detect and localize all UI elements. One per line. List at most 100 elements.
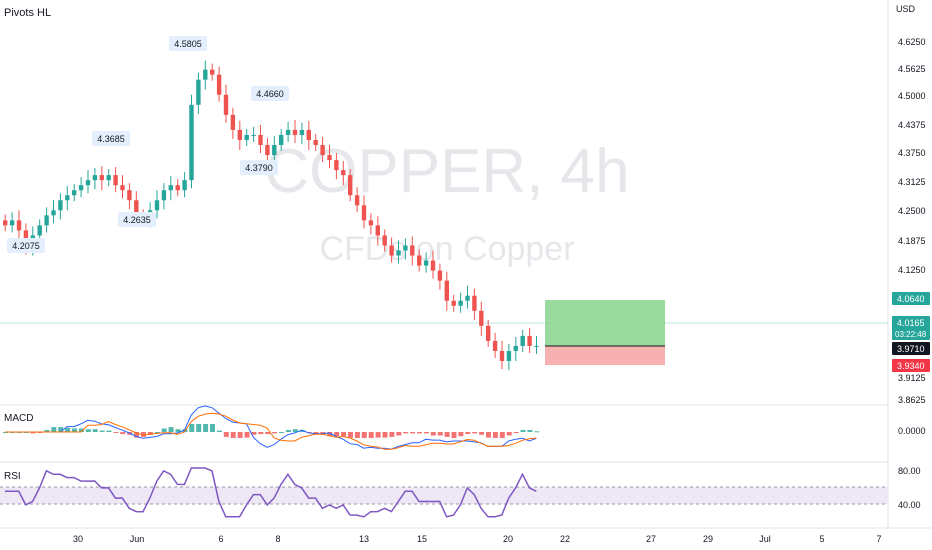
price-badge [892, 292, 930, 305]
macd-bar [368, 432, 374, 438]
candle-body [327, 155, 332, 161]
candle-body [527, 335, 532, 346]
candle-body [479, 310, 484, 326]
macd-bar [147, 432, 153, 435]
time-tick-label: 6 [218, 534, 223, 544]
macd-bar [513, 432, 519, 433]
candle-body [430, 260, 436, 271]
macd-bar [417, 432, 422, 434]
pivot-label: 4.5805 [174, 39, 202, 49]
macd-bar [244, 432, 250, 438]
candle-body [9, 220, 15, 226]
candle-body [354, 195, 360, 206]
macd-bar [458, 432, 464, 437]
macd-bar [223, 432, 229, 437]
candle-body [106, 175, 111, 181]
candle-body [244, 134, 249, 140]
candle-body [120, 185, 125, 191]
time-axis[interactable]: 30 Jun 6 8 13 15 20 22 27 29 Jul 5 7 [73, 534, 882, 544]
price-badge-label: 4.0165 [897, 318, 925, 328]
pivot-label: 4.2075 [12, 241, 40, 251]
time-tick-label: 7 [876, 534, 881, 544]
candle-body [417, 255, 422, 266]
price-tick-label: 4.1250 [898, 265, 926, 275]
macd-bar [58, 427, 64, 432]
candle-body [182, 180, 187, 191]
indicator-title[interactable]: Pivots HL [4, 7, 51, 19]
candle-body [196, 79, 201, 105]
candle-body [341, 170, 346, 176]
macd-bar [161, 428, 167, 432]
price-tick-label: 4.5000 [898, 91, 926, 101]
macd-bar [272, 432, 278, 434]
candle-body [223, 94, 229, 115]
candle-body [334, 160, 339, 171]
loss-zone[interactable] [545, 346, 665, 365]
time-tick-label: 20 [503, 534, 513, 544]
rsi-axis-label-80: 80.00 [898, 466, 921, 476]
macd-bar [479, 432, 485, 435]
macd-bar [334, 432, 340, 437]
macd-bar [486, 432, 491, 438]
macd-bar [389, 432, 395, 437]
price-axis[interactable]: 4.6250 4.5625 4.5000 4.4375 4.3750 4.3125 4.25… [898, 37, 926, 405]
macd-bar [375, 432, 381, 438]
macd-bar [299, 429, 305, 432]
pivot-label-box [251, 86, 289, 101]
rsi-band [0, 487, 888, 504]
price-badge-countdown: 03:22:48 [895, 330, 927, 339]
macd-bar [72, 428, 77, 432]
time-tick-label: 30 [73, 534, 83, 544]
macd-bar [348, 432, 353, 438]
macd-bar [106, 430, 112, 432]
candle-body [299, 129, 305, 135]
macd-line [5, 405, 537, 450]
macd-bar [251, 432, 257, 435]
macd-bar [216, 430, 222, 432]
time-tick-label: 15 [417, 534, 427, 544]
candle-body [368, 220, 374, 226]
rsi-title[interactable]: RSI [4, 471, 21, 482]
pivot-labels: 4.5805 4.4660 4.3685 4.3790 4.2635 4.2075 [7, 36, 289, 253]
pivot-label: 4.4660 [256, 89, 284, 99]
pivot-label-box [118, 212, 156, 227]
candle-body [279, 134, 284, 145]
candle-body [72, 190, 77, 196]
macd-bar [313, 432, 319, 435]
candle-body [486, 325, 491, 341]
macd-title[interactable]: MACD [4, 413, 33, 424]
macd-bar [506, 432, 512, 436]
candle-body [465, 295, 470, 301]
candle-body [203, 69, 208, 80]
price-tick-label: 4.5625 [898, 64, 926, 74]
candle-body [423, 260, 429, 266]
rsi-line [5, 467, 537, 518]
candle-body [472, 295, 477, 311]
candle-body [189, 104, 194, 181]
macd-bar [30, 432, 36, 434]
macd-bar [99, 430, 105, 432]
candle-body [272, 144, 277, 156]
macd-bar [134, 432, 140, 438]
macd-bar [237, 432, 243, 438]
price-badge [892, 359, 930, 372]
price-badge [892, 342, 930, 355]
pivot-label-box [92, 131, 130, 146]
macd-bar [472, 432, 478, 434]
candle-body [506, 350, 512, 362]
macd-bar [154, 432, 160, 433]
watermark-symbol: COPPER, 4h [264, 137, 629, 206]
candle-body [168, 185, 173, 191]
macd-bar [492, 432, 498, 438]
macd-bar [258, 432, 264, 435]
macd-bar [285, 429, 291, 432]
profit-zone[interactable] [545, 300, 665, 346]
candle-body [451, 300, 456, 306]
candle-body [23, 230, 29, 246]
macd-bar [230, 432, 236, 438]
candle-body [348, 175, 353, 196]
price-tick-label: 4.6250 [898, 37, 926, 47]
candle-series[interactable] [3, 60, 539, 371]
price-tick-label: 4.3750 [898, 148, 926, 158]
